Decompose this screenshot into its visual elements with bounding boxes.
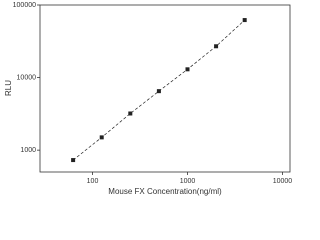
x-axis-title: Mouse FX Concentration(ng/ml) xyxy=(108,187,222,196)
x-tick-label: 1000 xyxy=(180,178,196,185)
plot-frame xyxy=(39,4,291,173)
data-point xyxy=(71,158,76,163)
data-point xyxy=(242,18,247,23)
data-point xyxy=(99,135,104,140)
y-tick-label: 100000 xyxy=(13,2,36,9)
x-tick-label: 100 xyxy=(87,178,99,185)
data-point xyxy=(156,89,161,94)
data-point xyxy=(214,44,219,49)
y-tick-label: 10000 xyxy=(17,74,37,81)
x-tick-label: 10000 xyxy=(273,178,293,185)
y-tick-label: 1000 xyxy=(20,147,36,154)
chart: Mouse FX Concentration(ng/ml) RLU 100 100… xyxy=(4,2,293,196)
data-point xyxy=(185,67,190,72)
y-axis-title: RLU xyxy=(4,80,13,96)
data-point xyxy=(128,111,133,116)
page: {"chart_data": {"type": "scatter", "x_la… xyxy=(4,1,293,197)
